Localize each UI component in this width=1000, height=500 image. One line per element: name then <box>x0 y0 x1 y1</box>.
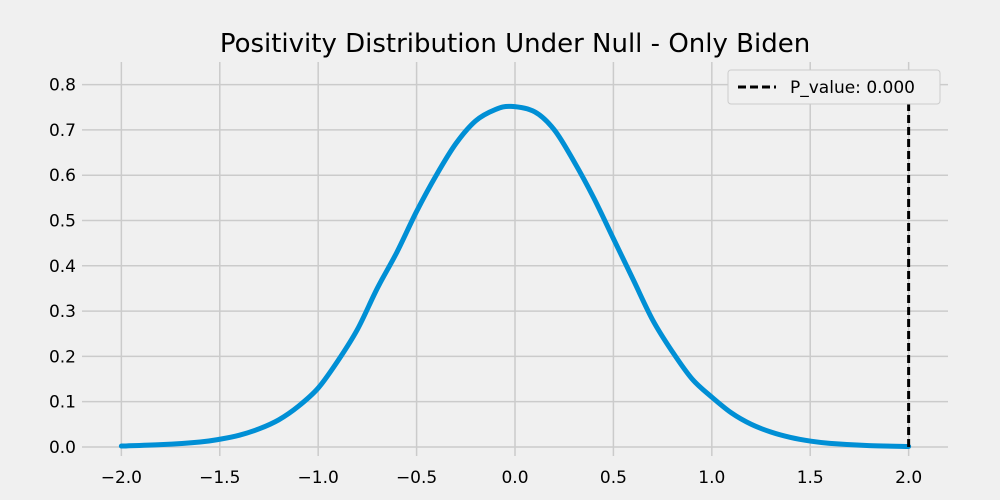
chart-title: Positivity Distribution Under Null - Onl… <box>220 29 810 59</box>
y-tick-label-0: 0.0 <box>49 438 76 458</box>
x-tick-label-2: −1.0 <box>298 468 339 488</box>
y-tick-label-4: 0.4 <box>49 257 76 277</box>
y-tick-label-1: 0.1 <box>49 393 76 413</box>
x-tick-label-5: 0.5 <box>600 468 627 488</box>
y-tick-label-8: 0.8 <box>49 76 76 96</box>
legend-box <box>727 69 941 105</box>
y-tick-label-3: 0.3 <box>49 302 76 322</box>
y-tick-label-7: 0.7 <box>49 121 76 141</box>
y-tick-label-2: 0.2 <box>49 347 76 367</box>
x-tick-label-0: −2.0 <box>101 468 142 488</box>
y-tick-label-6: 0.6 <box>49 166 76 186</box>
x-tick-labels: −2.0 −1.5 −1.0 −0.5 0.0 0.5 1.0 1.5 2.0 <box>101 468 922 488</box>
legend: P_value: 0.000 <box>727 69 941 105</box>
x-tick-label-6: 1.0 <box>698 468 725 488</box>
legend-label: P_value: 0.000 <box>790 78 915 98</box>
grid-layer <box>82 62 948 456</box>
series-line-0 <box>118 103 912 449</box>
x-tick-label-3: −0.5 <box>396 468 437 488</box>
y-tick-labels: 0.0 0.1 0.2 0.3 0.4 0.5 0.6 0.7 0.8 <box>49 76 76 458</box>
x-tick-label-8: 2.0 <box>895 468 922 488</box>
x-tick-label-1: −1.5 <box>199 468 240 488</box>
x-tick-label-4: 0.0 <box>501 468 528 488</box>
series-layer <box>118 103 912 449</box>
y-tick-label-5: 0.5 <box>49 212 76 232</box>
x-tick-label-7: 1.5 <box>797 468 824 488</box>
